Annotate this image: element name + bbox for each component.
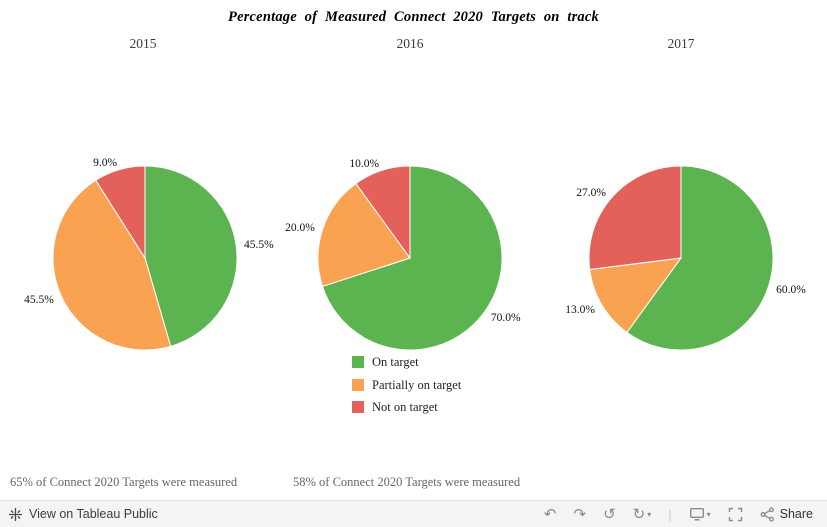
- chevron-down-icon: ▾: [706, 509, 711, 519]
- pie-chart-2015: 45.5% 45.5% 9.0%: [24, 157, 274, 351]
- pie-slice-2016-2[interactable]: [355, 165, 411, 260]
- fullscreen-button[interactable]: [728, 507, 743, 522]
- legend-item-partially-on-target[interactable]: Partially on target: [352, 377, 462, 392]
- slice-value-label: 10.0%: [349, 158, 379, 170]
- slice-value-label: 60.0%: [776, 284, 806, 296]
- reset-icon[interactable]: ↺: [603, 504, 616, 523]
- slice-value-label: 45.5%: [24, 294, 54, 306]
- share-icon: [760, 506, 774, 522]
- legend: On target Partially on target Not on tar…: [352, 356, 461, 424]
- view-on-tableau-public-label: View on Tableau Public: [29, 507, 158, 521]
- pie-2015-title: 2015: [129, 36, 157, 51]
- legend-label-not-on-target: Not on target: [372, 400, 438, 414]
- pie-slice-2017-2[interactable]: [588, 165, 682, 271]
- pie-slice-2015-0[interactable]: [144, 165, 238, 347]
- pie-chart-2016: 70.0% 20.0% 10.0%: [285, 158, 521, 351]
- slice-value-label: 27.0%: [576, 187, 606, 199]
- fullscreen-icon: [728, 507, 742, 521]
- pie-slice-2017-1[interactable]: [589, 257, 683, 334]
- slice-value-label: 70.0%: [491, 312, 521, 324]
- legend-item-not-on-target[interactable]: Not on target: [352, 401, 461, 414]
- slice-value-label: 9.0%: [93, 157, 117, 169]
- slice-value-label: 13.0%: [565, 304, 595, 316]
- legend-swatch-not-on-target: [352, 401, 364, 414]
- tableau-logo-icon: [9, 507, 22, 521]
- legend-item-on-target[interactable]: On target: [352, 356, 461, 369]
- slice-value-label: 45.5%: [244, 239, 274, 251]
- caption-2015-measured: 65% of Connect 2020 Targets were measure…: [10, 475, 238, 489]
- chevron-down-icon: ▾: [647, 509, 652, 519]
- refresh-button[interactable]: ↻ ▾: [632, 504, 652, 523]
- tableau-toolbar: View on Tableau Public ↶ ↷ ↺ ↻ ▾ | ▾: [0, 500, 827, 527]
- pie-chart-2017: 60.0% 13.0% 27.0%: [565, 165, 806, 351]
- pie-slice-2016-1[interactable]: [317, 182, 411, 288]
- toolbar-divider: |: [668, 506, 672, 522]
- refresh-icon: ↻: [632, 504, 646, 523]
- download-icon: [689, 508, 704, 521]
- legend-swatch-on-target: [352, 356, 364, 369]
- legend-swatch-partially-on-target: [352, 378, 364, 391]
- pie-slice-2016-0[interactable]: [321, 165, 503, 351]
- legend-label-partially-on-target: Partially on target: [372, 377, 462, 392]
- redo-icon[interactable]: ↷: [573, 504, 587, 523]
- download-button[interactable]: ▾: [689, 507, 711, 521]
- caption-2016-measured: 58% of Connect 2020 Targets were measure…: [293, 475, 521, 489]
- share-button[interactable]: Share: [760, 506, 813, 522]
- pie-slice-2015-2[interactable]: [95, 165, 146, 260]
- pie-slice-2017-0[interactable]: [626, 165, 774, 351]
- legend-label-on-target: On target: [372, 355, 419, 369]
- pie-2017-title: 2017: [667, 36, 695, 51]
- share-label: Share: [779, 507, 813, 521]
- pie-slice-2015-1[interactable]: [52, 179, 172, 351]
- chart-title: Percentage of Measured Connect 2020 Targ…: [228, 9, 599, 25]
- slice-value-label: 20.0%: [285, 222, 315, 234]
- pie-2016-title: 2016: [396, 36, 424, 51]
- undo-icon[interactable]: ↶: [543, 504, 557, 523]
- view-on-tableau-public-link[interactable]: View on Tableau Public: [8, 507, 158, 522]
